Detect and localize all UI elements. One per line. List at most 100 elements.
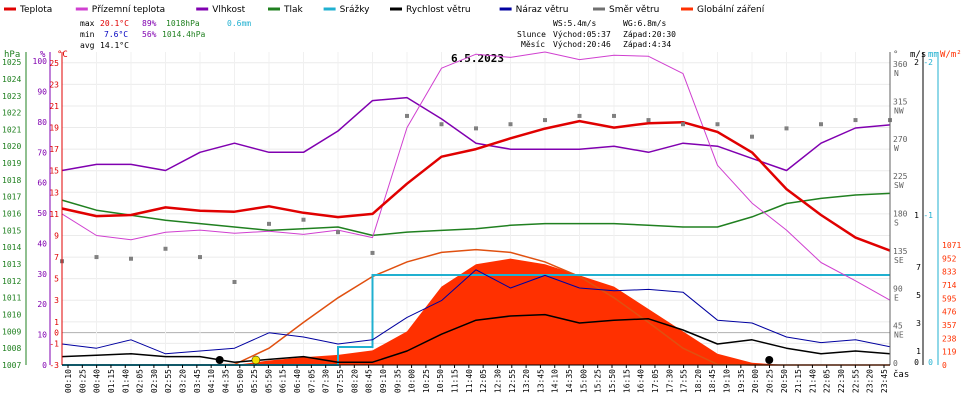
x-tick-label: 12:05	[479, 369, 488, 393]
min-hum: 56%	[142, 30, 157, 39]
min-press: 1014.4hPa	[162, 30, 206, 39]
x-tick-label: 00:10	[64, 369, 73, 393]
direction-letter-label: NE	[894, 331, 904, 340]
avg-temp: 14.1°C	[100, 41, 129, 50]
x-tick-label: 02:30	[150, 369, 159, 393]
direction-point	[819, 122, 823, 127]
direction-point	[370, 250, 375, 255]
wind-gust-line	[61, 269, 891, 355]
x-tick-label: 09:35	[393, 369, 402, 393]
pressure-tick-label: 1009	[2, 327, 21, 336]
avg-label: avg	[80, 41, 95, 50]
legend-label: Teplota	[19, 5, 52, 15]
unit-pct: %	[40, 50, 46, 60]
x-tick-label: 17:05	[651, 369, 660, 393]
legend-label: Srážky	[340, 5, 371, 15]
direction-point	[232, 279, 237, 284]
rain-tick-label: -1	[923, 211, 933, 220]
x-tick-label: 00:25	[78, 369, 87, 393]
pressure-tick-label: 1021	[2, 125, 21, 134]
direction-point	[198, 255, 202, 260]
direction-letter-label: NW	[894, 106, 904, 115]
x-tick-label: 17:30	[665, 369, 674, 393]
temperature-tick-label: 11	[49, 210, 59, 219]
x-tick-label: 10:25	[422, 369, 431, 393]
humidity-tick-label: 30	[37, 270, 47, 279]
max-label: max	[80, 19, 95, 28]
x-tick-label: 04:35	[222, 369, 231, 393]
x-tick-label: 08:45	[365, 369, 374, 393]
x-tick-label: 19:10	[723, 369, 732, 393]
x-tick-label: 23:20	[866, 369, 875, 393]
max-hum: 89%	[142, 19, 157, 28]
x-tick-label: 03:45	[193, 369, 202, 393]
moon-rise: Východ:20:46	[553, 40, 611, 49]
humidity-line	[61, 96, 891, 172]
min-label: min	[80, 30, 95, 39]
x-tick-label: 20:00	[751, 369, 760, 393]
x-tick-label: 07:30	[322, 369, 331, 393]
temperature-tick-label: -3	[49, 361, 59, 370]
x-tick-label: 09:10	[379, 369, 388, 393]
temperature-tick-label: 5	[54, 275, 59, 284]
x-tick-label: 00:40	[93, 369, 102, 393]
direction-point	[405, 113, 409, 118]
temperature-tick-label: 23	[49, 80, 59, 89]
legend-label: Náraz větru	[516, 5, 569, 15]
x-tick-label: 14:35	[565, 369, 574, 393]
direction-point	[508, 122, 513, 127]
direction-tick-label: 225	[893, 172, 908, 181]
direction-point	[853, 118, 858, 123]
direction-point	[336, 230, 340, 235]
x-tick-label: 05:25	[250, 369, 259, 393]
radiation-tick-label: 0	[942, 361, 947, 370]
x-tick-label: 16:40	[637, 369, 646, 393]
x-tick-label: 19:35	[737, 369, 746, 393]
x-tick-label: 22:05	[823, 369, 832, 393]
unit-mm: mm	[928, 50, 939, 60]
direction-point	[750, 134, 754, 139]
info-block: WS:5.4m/s WG:6.8m/s Slunce Východ:05:37 …	[517, 19, 676, 49]
unit-hpa: hPa	[4, 50, 20, 60]
wind-tick-label: 2	[914, 58, 919, 67]
direction-letter-label: SW	[894, 181, 904, 190]
x-tick-label: 23:45	[880, 369, 889, 393]
wind-tick-label: 1	[914, 211, 919, 220]
x-tick-label: 15:25	[594, 369, 603, 393]
x-tick-label: 13:20	[522, 369, 531, 393]
humidity-tick-label: 100	[33, 57, 48, 66]
x-tick-label: 03:20	[179, 369, 188, 393]
moon-set: Západ:4:34	[623, 40, 671, 49]
x-tick-label: 20:25	[766, 369, 775, 393]
pressure-tick-label: 1013	[2, 260, 21, 269]
x-tick-label: 04:10	[207, 369, 216, 393]
unit-ms: m/s	[910, 50, 926, 60]
x-tick-label: 07:55	[336, 369, 345, 393]
direction-point	[681, 122, 685, 127]
wind-left-tick-label: 1	[916, 347, 921, 356]
wind-speed-line	[61, 313, 891, 363]
temperature-line	[61, 119, 891, 252]
x-tick-label: 16:15	[622, 369, 631, 393]
temperature-tick-label: 9	[54, 231, 59, 240]
unit-deg: °	[893, 50, 898, 60]
pressure-tick-label: 1024	[2, 75, 21, 84]
direction-tick-label: 135	[893, 247, 908, 256]
temperature-tick-label: 15	[49, 167, 59, 176]
temperature-tick-label: 13	[49, 188, 59, 197]
direction-point	[267, 221, 271, 226]
x-tick-label: 17:55	[680, 369, 689, 393]
legend-label: Tlak	[283, 5, 304, 15]
rain-tick-label: 0	[928, 358, 933, 367]
x-tick-label: 22:55	[851, 369, 860, 393]
max-press: 1018hPa	[166, 19, 200, 28]
direction-point	[439, 122, 444, 127]
temperature-tick-label: 17	[49, 145, 59, 154]
plot-area	[60, 51, 892, 366]
radiation-tick-label: 238	[942, 334, 957, 343]
temperature-tick-label: 3	[54, 296, 59, 305]
radiation-tick-label: 1071	[942, 241, 961, 250]
legend-label: Rychlost větru	[406, 5, 471, 15]
